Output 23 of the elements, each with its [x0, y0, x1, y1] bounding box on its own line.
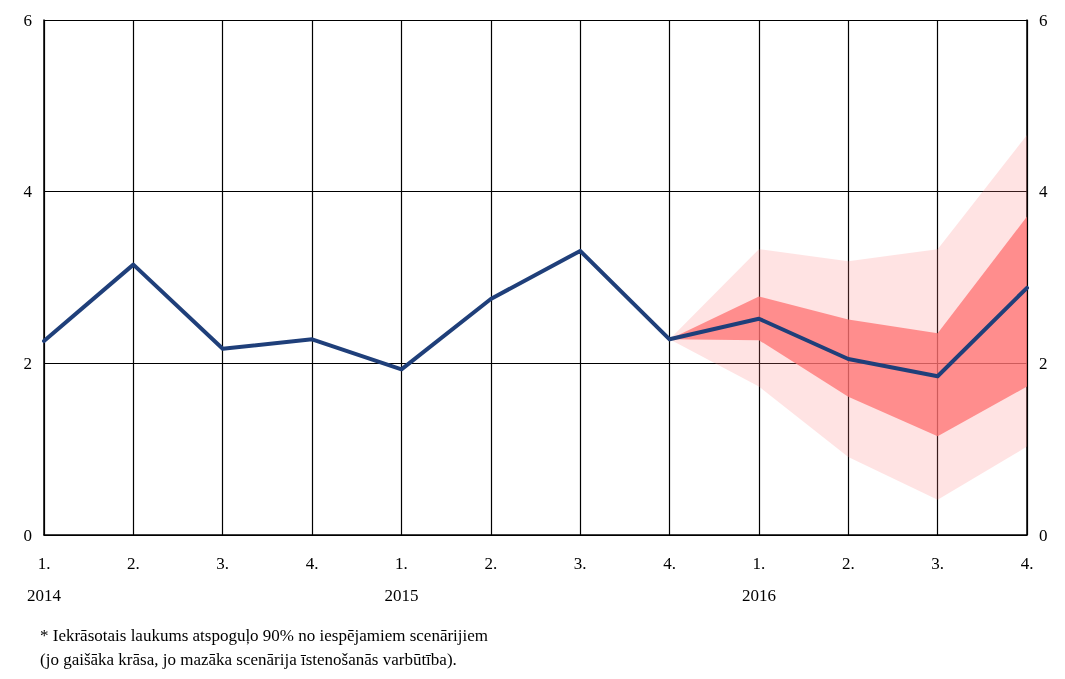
- x-tick-label: 4.: [1020, 553, 1034, 573]
- x-tick-label: 2.: [484, 553, 498, 573]
- y-tick-label: 6: [23, 10, 32, 30]
- x-tick-label: 1. 2016: [741, 553, 776, 605]
- text: * Iekrāsotais laukums atspoguļo 90% no iespējamiem scenārijiem: [40, 626, 489, 645]
- text: (jo gaišāka krāsa, jo mazāka scenārija īstenošanās varbūtība).: [40, 650, 457, 669]
- x-tick-label: 2.: [126, 553, 140, 573]
- x-tick-label: 3.: [573, 553, 587, 573]
- y2-tick-label: 2: [1039, 353, 1048, 373]
- y-tick-label: 0: [23, 525, 32, 545]
- x-tick-label: 1. 2015: [384, 553, 419, 605]
- line-series: [42, 248, 1029, 379]
- y2-tick-label: 6: [1039, 10, 1048, 30]
- x-tick-label: 2.: [841, 553, 855, 573]
- y-tick-label: 4: [23, 182, 33, 202]
- y-tick-label: 2: [23, 353, 32, 373]
- x-tick-label: 4.: [663, 553, 676, 573]
- x-tick-label: 4.: [305, 553, 319, 573]
- x-tick-label: 3.: [931, 553, 945, 573]
- y2-tick-label: 0: [1039, 525, 1048, 545]
- x-tick-label: 3.: [216, 553, 230, 573]
- y2-tick-label: 4: [1039, 182, 1048, 202]
- x-tick-label: 1. 2014: [27, 553, 62, 605]
